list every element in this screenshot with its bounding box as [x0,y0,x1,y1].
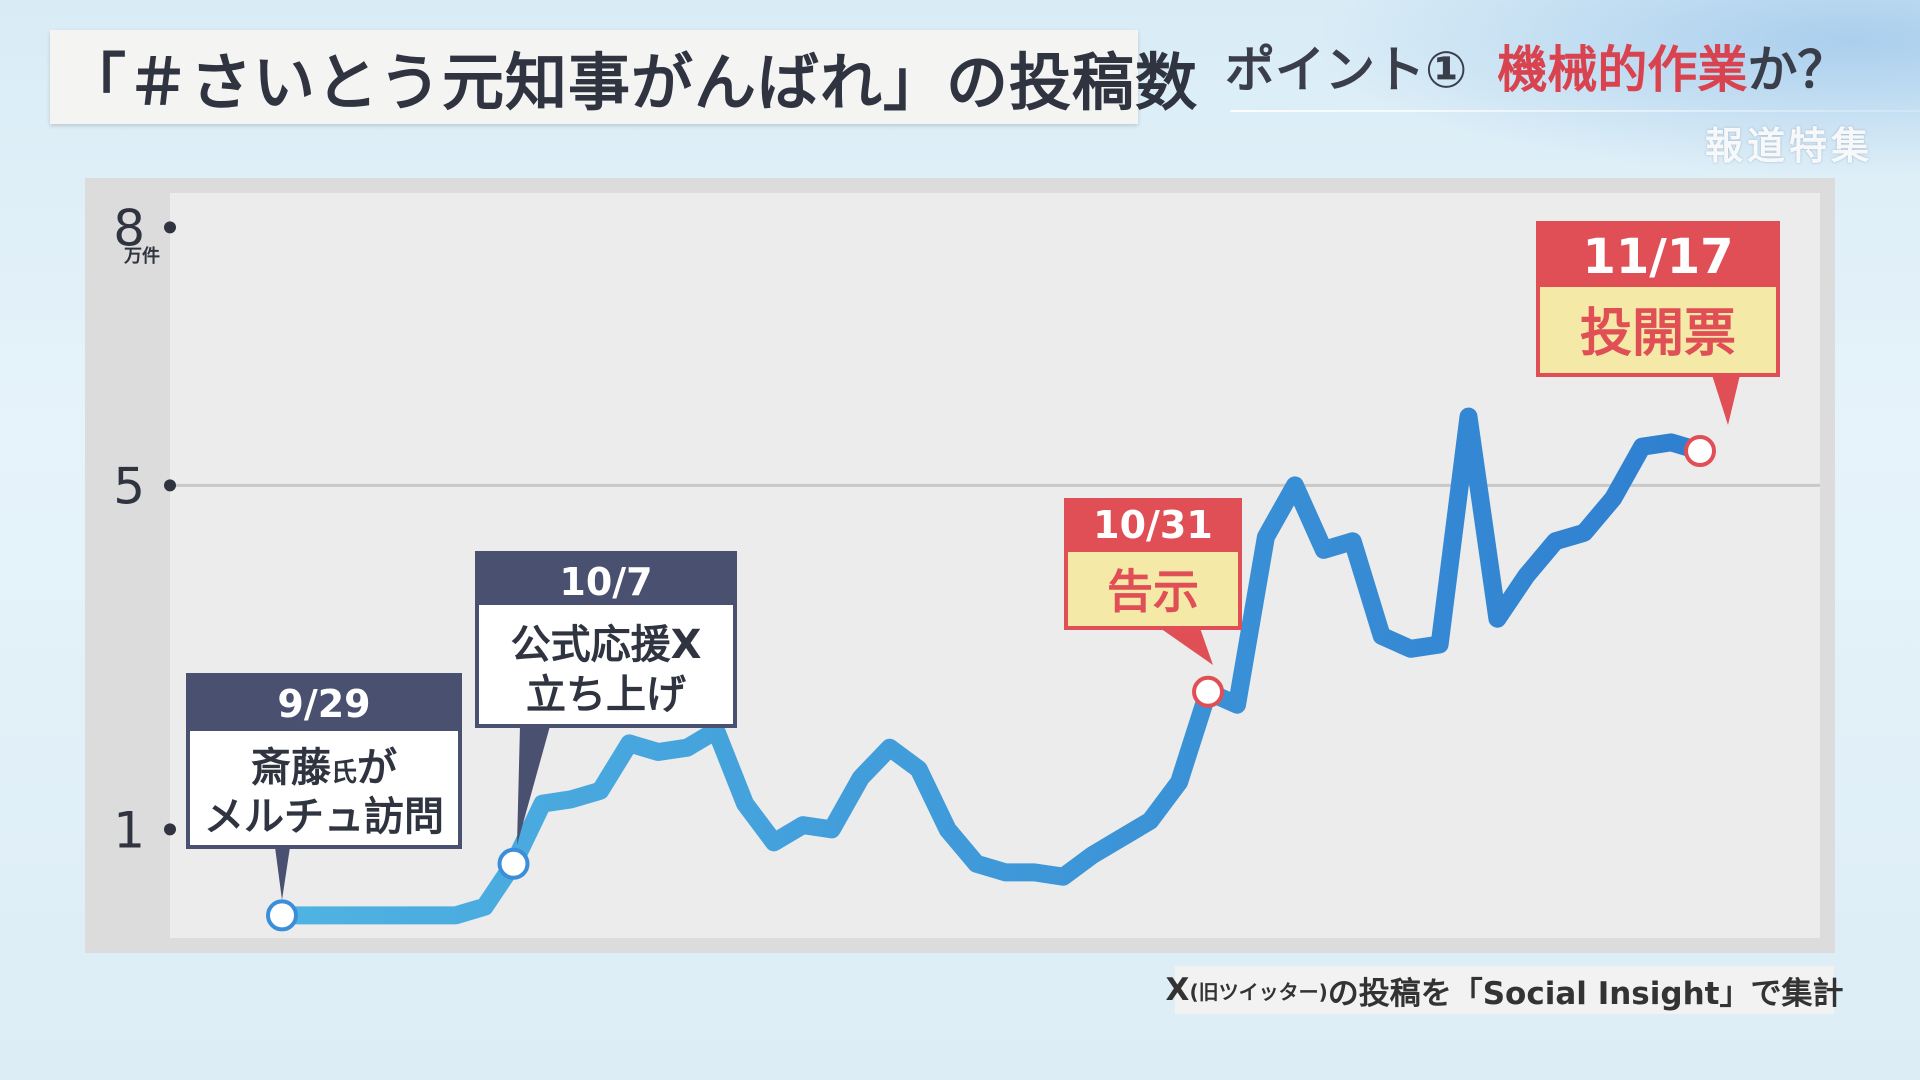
callout-pointer [275,847,290,900]
y-tick-label: 8 [113,199,145,257]
y-tick-dot [164,479,176,492]
callout-pointer [1712,375,1740,425]
callout-text-line2: 立ち上げ [526,672,686,718]
point-heading: ポイント① 機械的作業か？ [1225,30,1847,102]
callout-text-line1: 公式応援X [511,622,702,668]
callout-header [477,553,735,605]
callout-date: 10/31 [1093,503,1213,547]
source-rest: の投稿を「Social Insight」で集計 [1327,975,1844,1012]
callout-text-small: 氏 [331,758,357,788]
point-highlight: 機械的作業 [1497,41,1748,99]
y-tick-label: 1 [113,801,145,859]
point-label: ポイント① [1225,41,1468,99]
callout-text-line2: メルチュ訪問 [204,794,444,840]
callout-date: 9/29 [277,682,370,726]
point-underline [1230,110,1920,112]
callout-pointer [1160,628,1213,665]
callout-text-a: 斎藤 [251,745,332,791]
callout-header [188,675,460,731]
callout-text-b: が [357,745,397,791]
callout-header [1538,223,1778,287]
event-marker [1684,435,1716,467]
callout-header [1066,500,1240,552]
source-small: (旧ツイッター) [1189,979,1328,1004]
event-marker [497,847,530,880]
callout-text-line1: 告示 [1107,564,1199,618]
callout-text-line1: 投開票 [1580,304,1736,364]
background-glow [1220,0,1920,200]
source-note: X (旧ツイッター) の投稿を「Social Insight」で集計 [1166,966,1843,1014]
y-tick-label: 5 [113,457,145,515]
callout-date: 10/7 [559,560,652,604]
event-callout: 10/31 告示 [1064,498,1242,665]
y-tick-dot [164,221,176,234]
callout-date: 11/17 [1582,229,1733,285]
event-marker [266,899,298,932]
title-banner: 「＃さいとう元知事がんばれ」の投稿数 [50,30,1197,124]
source-prefix: X [1165,972,1190,1008]
callout-text-line1: 斎藤氏が [251,745,397,791]
y-unit-label: 万件 [123,245,160,267]
program-logo: 報道特集 [1705,124,1874,168]
event-marker [1192,675,1225,708]
event-callout: 11/17 投開票 [1536,221,1780,425]
point-suffix: か？ [1747,41,1848,99]
chart-title: 「＃さいとう元知事がんばれ」の投稿数 [64,46,1199,119]
callout-pointer [517,726,550,845]
y-tick-dot [164,823,176,836]
